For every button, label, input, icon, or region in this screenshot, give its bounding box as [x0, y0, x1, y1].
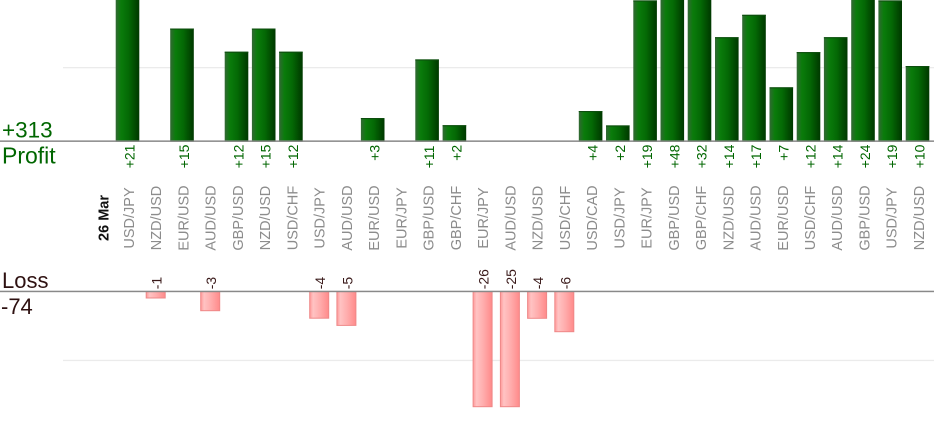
- svg-text:NZD/USD: NZD/USD: [531, 186, 547, 250]
- svg-text:26 Mar: 26 Mar: [96, 195, 112, 241]
- svg-text:+12: +12: [803, 144, 819, 168]
- svg-text:-74: -74: [1, 294, 33, 319]
- svg-text:GBP/USD: GBP/USD: [858, 185, 874, 250]
- svg-text:+4: +4: [585, 145, 601, 161]
- svg-text:AUD/USD: AUD/USD: [749, 185, 765, 250]
- svg-text:GBP/USD: GBP/USD: [667, 185, 683, 250]
- svg-text:-4: -4: [530, 277, 546, 290]
- svg-text:GBP/USD: GBP/USD: [231, 185, 247, 250]
- svg-text:AUD/USD: AUD/USD: [503, 185, 519, 250]
- svg-text:Loss: Loss: [2, 268, 48, 293]
- svg-text:USD/CHF: USD/CHF: [285, 186, 301, 251]
- svg-text:EUR/USD: EUR/USD: [177, 185, 193, 250]
- svg-text:+32: +32: [694, 144, 710, 168]
- svg-text:USD/JPY: USD/JPY: [313, 187, 329, 249]
- svg-text:USD/CAD: USD/CAD: [585, 185, 601, 250]
- svg-text:GBP/CHF: GBP/CHF: [694, 186, 710, 251]
- svg-text:+7: +7: [775, 145, 791, 161]
- svg-text:-3: -3: [203, 277, 219, 290]
- svg-text:AUD/USD: AUD/USD: [204, 185, 220, 250]
- svg-text:-4: -4: [312, 277, 328, 290]
- svg-text:+11: +11: [421, 145, 437, 168]
- svg-text:+2: +2: [612, 145, 628, 161]
- svg-text:-25: -25: [503, 269, 519, 289]
- svg-text:+19: +19: [639, 144, 655, 168]
- svg-text:+15: +15: [176, 144, 192, 168]
- svg-text:AUD/USD: AUD/USD: [340, 185, 356, 250]
- svg-text:-6: -6: [557, 277, 573, 290]
- svg-text:USD/JPY: USD/JPY: [885, 187, 901, 249]
- svg-text:+313: +313: [2, 118, 53, 143]
- svg-text:NZD/USD: NZD/USD: [912, 186, 928, 250]
- svg-text:+19: +19: [884, 144, 900, 168]
- svg-text:+10: +10: [912, 144, 928, 168]
- svg-text:+17: +17: [748, 144, 764, 168]
- svg-text:USD/JPY: USD/JPY: [612, 187, 628, 249]
- svg-text:Profit: Profit: [2, 143, 56, 169]
- svg-text:EUR/USD: EUR/USD: [367, 185, 383, 250]
- svg-text:EUR/JPY: EUR/JPY: [640, 187, 656, 249]
- svg-text:EUR/USD: EUR/USD: [776, 185, 792, 250]
- svg-text:USD/CHF: USD/CHF: [558, 186, 574, 251]
- svg-text:+2: +2: [448, 145, 464, 161]
- svg-text:USD/CHF: USD/CHF: [803, 186, 819, 251]
- svg-text:NZD/USD: NZD/USD: [721, 186, 737, 250]
- svg-text:EUR/JPY: EUR/JPY: [476, 187, 492, 249]
- svg-text:+3: +3: [367, 145, 383, 161]
- svg-text:EUR/JPY: EUR/JPY: [394, 187, 410, 249]
- svg-text:GBP/USD: GBP/USD: [422, 185, 438, 250]
- svg-text:+12: +12: [231, 144, 247, 168]
- svg-text:+48: +48: [666, 144, 682, 168]
- svg-text:+14: +14: [721, 144, 737, 168]
- svg-text:-26: -26: [476, 269, 492, 289]
- svg-text:GBP/CHF: GBP/CHF: [449, 186, 465, 251]
- svg-text:AUD/USD: AUD/USD: [830, 185, 846, 250]
- svg-text:NZD/USD: NZD/USD: [258, 186, 274, 250]
- svg-text:USD/JPY: USD/JPY: [122, 187, 138, 249]
- svg-text:-1: -1: [149, 277, 165, 290]
- svg-text:+12: +12: [285, 144, 301, 168]
- svg-text:+24: +24: [857, 144, 873, 168]
- svg-text:+14: +14: [830, 144, 846, 168]
- svg-text:-5: -5: [339, 277, 355, 290]
- svg-text:NZD/USD: NZD/USD: [149, 186, 165, 250]
- svg-text:+21: +21: [122, 144, 138, 168]
- svg-text:+15: +15: [258, 144, 274, 168]
